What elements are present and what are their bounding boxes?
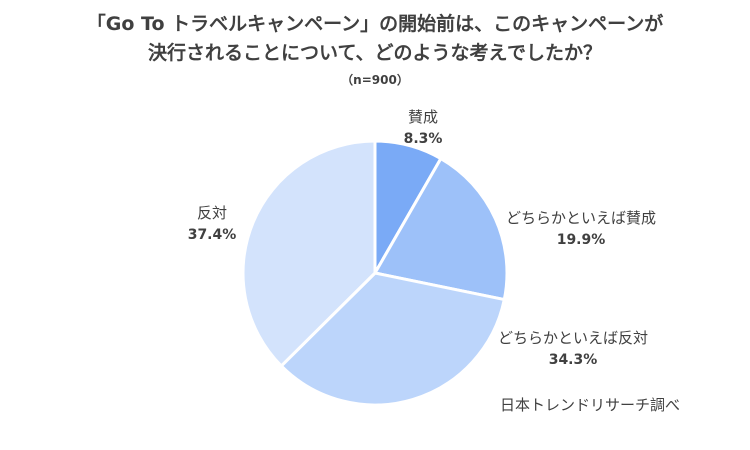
pie-slice-2: [373, 157, 509, 302]
slice-value-label-1: 8.3%: [404, 131, 443, 147]
sample-size-label: （n=900）: [341, 73, 409, 87]
pie-slice-3: [279, 271, 506, 407]
slice-value-label-3: 34.3%: [549, 352, 598, 368]
pie-slices: [241, 139, 509, 407]
chart-title-line-2: 決行されることについて、どのような考えでしたか？: [148, 42, 602, 64]
slice-label-3: どちらかといえば反対: [498, 329, 648, 347]
chart-title: 「Go To トラベルキャンペーン」の開始前は、このキャンペーンが 決行されるこ…: [0, 10, 750, 68]
slice-value-label-2: 19.9%: [557, 232, 606, 248]
pie-slice-4: [241, 139, 377, 368]
source-credit: 日本トレンドリサーチ調べ: [500, 396, 681, 414]
slice-value-label-4: 37.4%: [188, 227, 237, 243]
slice-label-4: 反対: [197, 204, 227, 222]
pie-labels: 賛成 8.3% どちらかといえば賛成 19.9% どちらかといえば反対 34.3% 反対 37…: [188, 108, 656, 368]
chart-title-line-1: 「Go To トラベルキャンペーン」の開始前は、このキャンペーンが: [86, 13, 664, 35]
slice-label-2: どちらかといえば賛成: [506, 209, 656, 227]
slice-label-1: 賛成: [408, 108, 438, 126]
